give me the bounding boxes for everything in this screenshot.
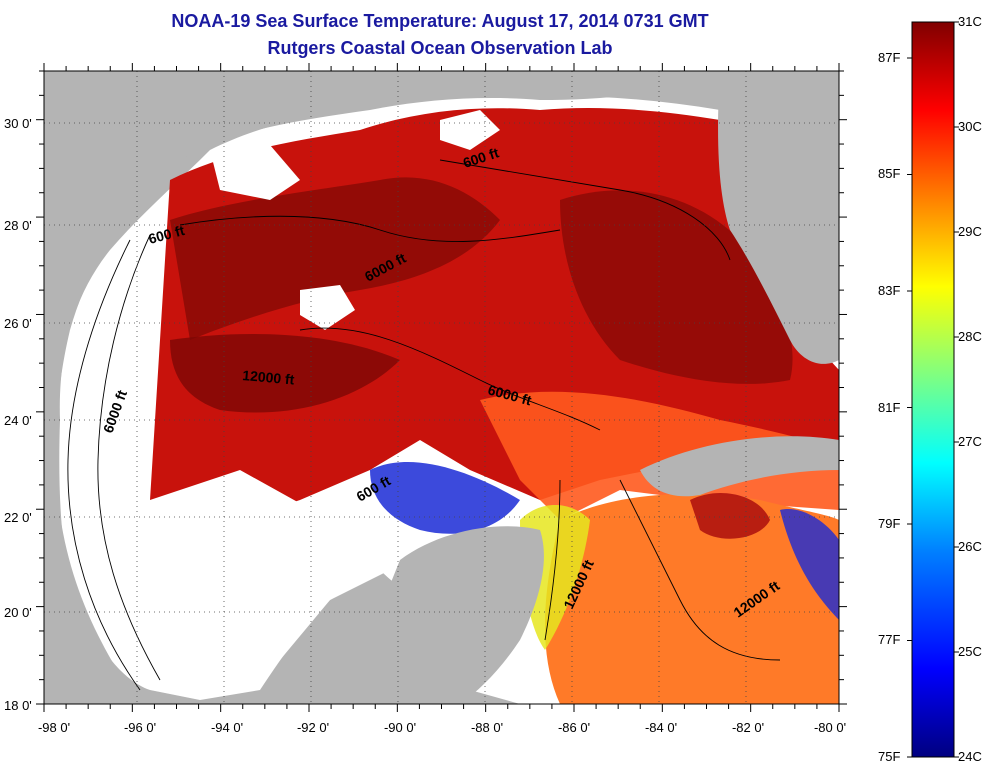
colorbar-celsius-label: 27C — [958, 434, 982, 449]
colorbar-fahrenheit-label: 85F — [878, 166, 901, 181]
cloud-gap — [300, 285, 355, 330]
colorbar-fahrenheit-label: 75F — [878, 749, 901, 764]
cloud-gap — [150, 470, 400, 690]
x-tick-label: -80 0' — [813, 720, 847, 735]
x-tick-label: -94 0' — [210, 720, 244, 735]
sst-caribbean — [545, 494, 839, 704]
sst-cuba-warm — [690, 492, 770, 539]
sst-orange-south — [480, 391, 839, 520]
contour-label: 12000 ft — [242, 367, 296, 388]
x-tick-label: -82 0' — [731, 720, 765, 735]
colorbar — [911, 21, 955, 758]
y-tick-label: 24 0' — [4, 413, 32, 428]
cloud-gap — [440, 110, 500, 150]
florida-land — [718, 71, 839, 364]
x-tick-label: -98 0' — [37, 720, 71, 735]
x-tick-label: -84 0' — [644, 720, 678, 735]
colorbar-fahrenheit-label: 87F — [878, 50, 901, 65]
x-tick-label: -86 0' — [557, 720, 591, 735]
mexico-land — [44, 330, 150, 704]
cuba-land — [640, 436, 839, 497]
colorbar-ticks — [907, 21, 959, 758]
y-tick-label: 30 0' — [4, 116, 32, 131]
sst-blue-east — [780, 509, 839, 620]
colorbar-fahrenheit-label: 79F — [878, 516, 901, 531]
x-tick-label: -90 0' — [383, 720, 417, 735]
colorbar-celsius-label: 31C — [958, 14, 982, 29]
cloud-gap — [210, 145, 300, 200]
y-tick-label: 22 0' — [4, 510, 32, 525]
x-tick-label: -92 0' — [296, 720, 330, 735]
y-tick-label: 18 0' — [4, 698, 32, 713]
sst-dark-core — [170, 177, 500, 340]
colorbar-fahrenheit-label: 77F — [878, 632, 901, 647]
colorbar-fahrenheit-label: 83F — [878, 283, 901, 298]
colorbar-fahrenheit-label: 81F — [878, 400, 901, 415]
colorbar-celsius-label: 29C — [958, 224, 982, 239]
colorbar-celsius-label: 28C — [958, 329, 982, 344]
colorbar-celsius-label: 26C — [958, 539, 982, 554]
y-tick-label: 26 0' — [4, 316, 32, 331]
colorbar-celsius-label: 30C — [958, 119, 982, 134]
sst-dark-east — [560, 190, 793, 384]
x-tick-label: -96 0' — [123, 720, 157, 735]
sst-blue-patch — [370, 461, 520, 534]
map-subtitle: Rutgers Coastal Ocean Observation Lab — [267, 38, 613, 58]
y-tick-label: 20 0' — [4, 605, 32, 620]
colorbar-celsius-label: 25C — [958, 644, 982, 659]
map-title: NOAA-19 Sea Surface Temperature: August … — [171, 11, 709, 31]
yucatan-land — [330, 526, 544, 704]
sst-dark-west — [170, 334, 400, 413]
colorbar-celsius-label: 24C — [958, 749, 982, 764]
gridlines — [44, 71, 839, 704]
bathymetry-contours — [67, 159, 781, 691]
axis-ticks — [36, 63, 847, 712]
x-tick-label: -88 0' — [470, 720, 504, 735]
y-tick-label: 28 0' — [4, 218, 32, 233]
northern-coast-land — [44, 71, 839, 340]
